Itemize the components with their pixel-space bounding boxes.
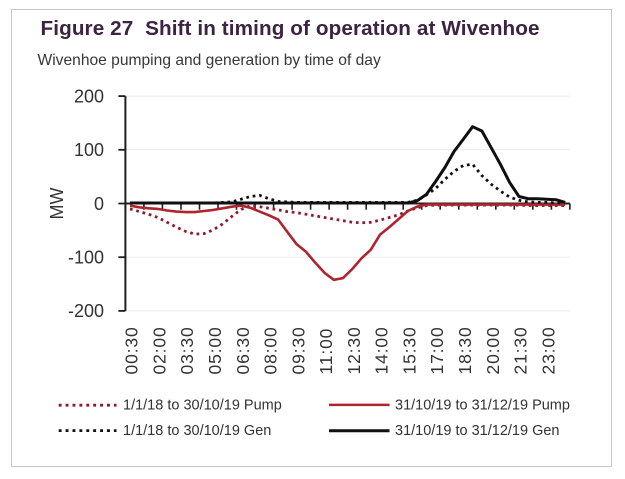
svg-text:23:00: 23:00 — [538, 326, 558, 374]
svg-text:18:30: 18:30 — [455, 326, 475, 374]
svg-text:08:00: 08:00 — [261, 326, 281, 374]
svg-text:100: 100 — [74, 140, 104, 160]
svg-text:00:30: 00:30 — [122, 326, 142, 374]
svg-text:1/1/18 to 30/10/19 Gen: 1/1/18 to 30/10/19 Gen — [123, 423, 271, 439]
svg-text:21:30: 21:30 — [511, 326, 531, 374]
svg-text:14:00: 14:00 — [372, 326, 392, 374]
svg-text:200: 200 — [74, 86, 104, 106]
svg-text:Figure 27 Shift in timing of: Figure 27 Shift in timing of operation a… — [41, 17, 540, 40]
svg-text:-200: -200 — [68, 301, 104, 321]
svg-text:15:30: 15:30 — [399, 326, 419, 374]
svg-text:05:00: 05:00 — [205, 326, 225, 374]
svg-text:09:30: 09:30 — [288, 326, 308, 374]
svg-text:MW: MW — [47, 187, 67, 219]
svg-text:06:30: 06:30 — [233, 326, 253, 374]
svg-text:02:00: 02:00 — [149, 326, 169, 374]
svg-text:12:30: 12:30 — [344, 326, 364, 374]
svg-text:Wivenhoe pumping and generatio: Wivenhoe pumping and generation by time … — [38, 52, 381, 69]
svg-text:03:30: 03:30 — [177, 326, 197, 374]
svg-text:31/10/19 to 31/12/19 Pump: 31/10/19 to 31/12/19 Pump — [395, 398, 570, 414]
svg-text:20:00: 20:00 — [483, 326, 503, 374]
svg-text:17:00: 17:00 — [427, 326, 447, 374]
svg-text:0: 0 — [94, 194, 104, 214]
svg-text:11:00: 11:00 — [316, 328, 336, 375]
svg-text:1/1/18 to 30/10/19 Pump: 1/1/18 to 30/10/19 Pump — [123, 398, 282, 414]
svg-text:31/10/19 to 31/12/19 Gen: 31/10/19 to 31/12/19 Gen — [395, 423, 559, 439]
svg-text:-100: -100 — [68, 248, 104, 268]
